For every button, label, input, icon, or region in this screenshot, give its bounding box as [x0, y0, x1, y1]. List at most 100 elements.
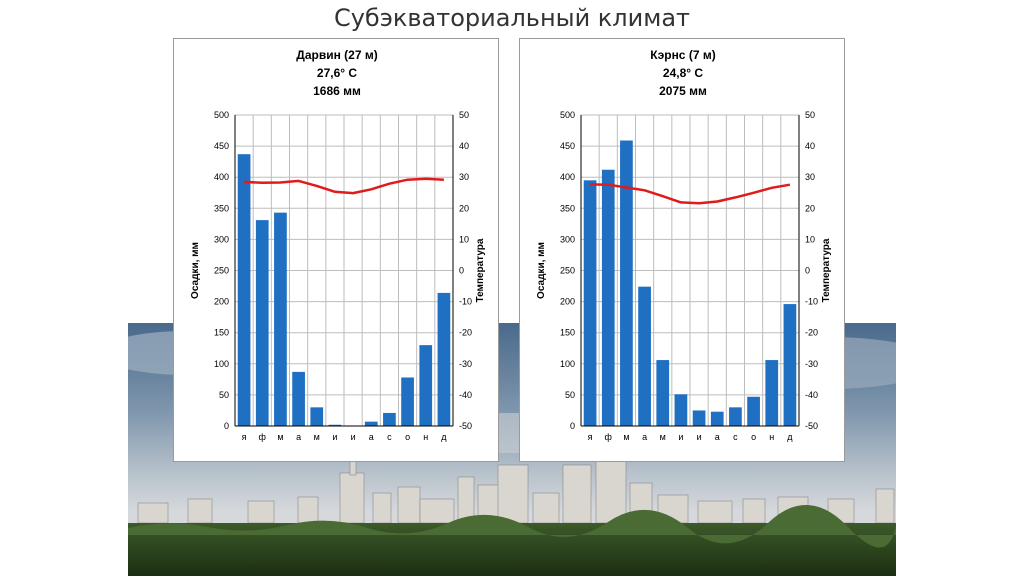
- x-tick-label: д: [787, 432, 793, 442]
- y2-tick-label: 40: [459, 141, 469, 151]
- y-tick-label: 200: [214, 297, 229, 307]
- precip-bar: [692, 410, 706, 426]
- y-tick-label: 500: [214, 110, 229, 120]
- y-tick-label: 350: [214, 203, 229, 213]
- y-tick-label: 100: [560, 359, 575, 369]
- cairns-chart-svg: Кэрнс (7 м) 24,8° С 2075 мм 500 50 450 40 400 30…: [536, 48, 832, 442]
- y2-tick-label: -10: [459, 297, 472, 307]
- y2-tick-label: 10: [459, 234, 469, 244]
- y-tick-label: 400: [214, 172, 229, 182]
- x-tick-label: ф: [259, 432, 267, 442]
- x-tick-label: а: [642, 432, 647, 442]
- x-tick-label: ф: [605, 432, 613, 442]
- y-axis-title: Осадки, мм: [536, 242, 547, 299]
- y2-tick-label: -30: [805, 359, 818, 369]
- chart-title-line: 2075 мм: [659, 84, 707, 98]
- precip-bar: [710, 411, 724, 426]
- y2-tick-label: 40: [805, 141, 815, 151]
- y-tick-label: 400: [560, 172, 575, 182]
- y2-tick-label: -50: [459, 421, 472, 431]
- y-tick-label: 250: [560, 266, 575, 276]
- y2-tick-label: -40: [805, 390, 818, 400]
- x-tick-label: н: [423, 432, 428, 442]
- precip-bar: [437, 292, 451, 426]
- y2-tick-label: 30: [805, 172, 815, 182]
- y2-tick-label: 50: [459, 110, 469, 120]
- temperature-line: [244, 177, 444, 195]
- precip-bar: [237, 154, 251, 426]
- y2-tick-label: -50: [805, 421, 818, 431]
- x-tick-label: м: [623, 432, 629, 442]
- x-tick-label: а: [715, 432, 720, 442]
- y2-tick-label: 20: [805, 203, 815, 213]
- y-tick-label: 150: [560, 328, 575, 338]
- precip-bar: [583, 180, 597, 426]
- y-tick-label: 250: [214, 266, 229, 276]
- y-tick-label: 350: [560, 203, 575, 213]
- precip-bar: [419, 345, 433, 426]
- y2-tick-label: 10: [805, 234, 815, 244]
- y-tick-label: 0: [224, 421, 229, 431]
- y-tick-label: 150: [214, 328, 229, 338]
- precip-bar: [729, 407, 742, 426]
- y-tick-label: 50: [219, 390, 229, 400]
- precip-bar: [765, 360, 779, 426]
- chart-title-line: 1686 мм: [313, 84, 361, 98]
- x-tick-label: и: [332, 432, 337, 442]
- y2-axis-title: Температура: [475, 238, 486, 302]
- y-axis-title: Осадки, мм: [190, 242, 201, 299]
- y2-tick-label: -20: [805, 328, 818, 338]
- y2-axis-title: Температура: [821, 238, 832, 302]
- precip-bar: [656, 360, 670, 426]
- temperature-line: [590, 183, 791, 205]
- x-tick-label: м: [277, 432, 283, 442]
- x-tick-label: я: [242, 432, 247, 442]
- precip-bar: [255, 220, 269, 426]
- y2-tick-label: -40: [459, 390, 472, 400]
- precip-bar: [328, 424, 342, 426]
- y2-tick-label: -10: [805, 297, 818, 307]
- y-tick-label: 200: [560, 297, 575, 307]
- y-tick-label: 50: [565, 390, 575, 400]
- precip-bar: [310, 407, 324, 426]
- x-tick-label: и: [678, 432, 683, 442]
- y2-tick-label: 0: [805, 266, 810, 276]
- precip-bar: [601, 169, 615, 426]
- precip-bar: [638, 286, 651, 426]
- x-tick-label: с: [387, 432, 392, 442]
- precip-bar: [364, 421, 378, 426]
- precip-bar: [783, 304, 797, 426]
- chart-title-line: 24,8° С: [663, 66, 703, 80]
- precip-bar: [401, 377, 414, 426]
- precip-bar: [674, 394, 688, 426]
- y-tick-label: 100: [214, 359, 229, 369]
- y2-tick-label: 30: [459, 172, 469, 182]
- y-tick-label: 450: [214, 141, 229, 151]
- y2-tick-label: 0: [459, 266, 464, 276]
- precip-bar: [292, 371, 305, 426]
- y2-tick-label: -30: [459, 359, 472, 369]
- x-tick-label: и: [351, 432, 356, 442]
- x-tick-label: о: [751, 432, 756, 442]
- x-tick-label: и: [697, 432, 702, 442]
- y-tick-label: 450: [560, 141, 575, 151]
- x-tick-label: а: [296, 432, 301, 442]
- chart-title-line: 27,6° С: [317, 66, 357, 80]
- x-tick-label: д: [441, 432, 447, 442]
- x-tick-label: я: [588, 432, 593, 442]
- precip-bar: [383, 412, 396, 426]
- x-tick-label: с: [733, 432, 738, 442]
- y-tick-label: 300: [560, 234, 575, 244]
- x-tick-label: м: [660, 432, 666, 442]
- y2-tick-label: 20: [459, 203, 469, 213]
- y-tick-label: 0: [570, 421, 575, 431]
- precip-bar: [274, 212, 287, 426]
- darwin-climate-chart: Дарвин (27 м) 27,6° С 1686 мм 500 50 450 40 400…: [173, 38, 499, 462]
- y-tick-label: 500: [560, 110, 575, 120]
- slide-title: Субэкваториальный климат: [333, 4, 691, 32]
- precip-bar: [620, 140, 633, 426]
- y2-tick-label: -20: [459, 328, 472, 338]
- chart-title-line: Кэрнс (7 м): [650, 48, 715, 62]
- x-tick-label: а: [369, 432, 374, 442]
